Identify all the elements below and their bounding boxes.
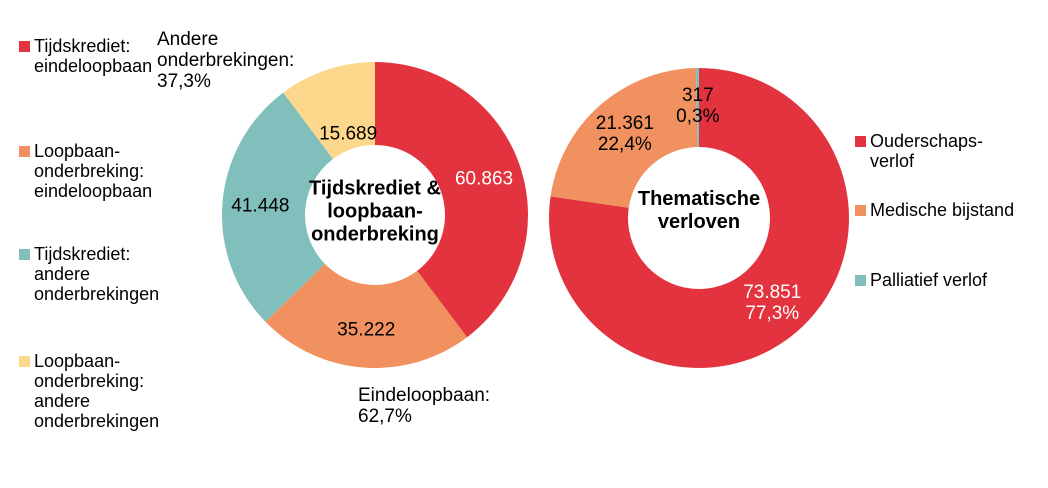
legend-label: Ouderschaps- verlof: [870, 131, 984, 171]
legend-label: Tijdskrediet: andere onderbrekingen: [34, 244, 160, 304]
legend-swatch-orange: [19, 146, 30, 157]
legend-label: Medische bijstand: [870, 200, 1015, 220]
donut-title-left: Tijdskrediet & loopbaan- onderbreking: [309, 177, 441, 246]
legend-label: Loopbaan- onderbreking: andere onderbrek…: [34, 351, 160, 431]
slice-value-label: 41.448: [231, 195, 290, 217]
slice-value-label: 15.689: [319, 123, 378, 145]
slice-value-label: 35.222: [337, 319, 396, 341]
legend-label: Loopbaan- onderbreking: eindeloopbaan: [34, 141, 153, 201]
donut-chart-thematische-verloven: [549, 68, 849, 368]
donut-slice-1: [265, 263, 468, 368]
legend-swatch-red: [19, 41, 30, 52]
legend-swatch-teal: [855, 275, 866, 286]
legend-swatch-red: [855, 136, 866, 147]
slice-value-label: 60.863: [454, 168, 514, 189]
legend-item-medische-bijstand: Medische bijstand: [855, 200, 1040, 220]
donut-slice-3: [283, 62, 375, 159]
legend-item-loopbaanonderbreking-andere: Loopbaan- onderbreking: andere onderbrek…: [19, 351, 169, 431]
donut-slice-2: [695, 68, 699, 148]
legend-item-tijdskrediet-eindeloopbaan: Tijdskrediet: eindeloopbaan: [19, 36, 169, 76]
legend-swatch-teal: [19, 249, 30, 260]
legend-item-palliatief-verlof: Palliatief verlof: [855, 270, 1040, 290]
legend-label: Tijdskrediet: eindeloopbaan: [34, 36, 153, 76]
legend-item-ouderschapsverlof: Ouderschaps- verlof: [855, 131, 1030, 171]
legend-swatch-orange: [855, 205, 866, 216]
legend-swatch-yellow: [19, 356, 30, 367]
legend-item-loopbaanonderbreking-eindeloopbaan: Loopbaan- onderbreking: eindeloopbaan: [19, 141, 169, 201]
donut-chart-tijdskrediet-loopbaanonderbreking: [222, 62, 528, 368]
annotation-andere-onderbrekingen: Andere onderbrekingen: 37,3%: [157, 29, 295, 92]
donut-slice-1: [550, 68, 698, 208]
legend-item-tijdskrediet-andere: Tijdskrediet: andere onderbrekingen: [19, 244, 169, 304]
donut-slice-0: [549, 68, 849, 368]
slice-value-label: 317 0,3%: [676, 85, 720, 127]
annotation-eindeloopbaan: Eindeloopbaan: 62,7%: [358, 385, 491, 427]
donut-slice-2: [222, 92, 334, 322]
donut-slice-0: [375, 62, 528, 338]
legend-label: Palliatief verlof: [870, 270, 988, 290]
slice-value-label: 21.361 22,4%: [595, 113, 654, 156]
slice-value-label: 73.851 77,3%: [743, 281, 802, 324]
donut-title-right: Thematische verloven: [637, 188, 761, 233]
